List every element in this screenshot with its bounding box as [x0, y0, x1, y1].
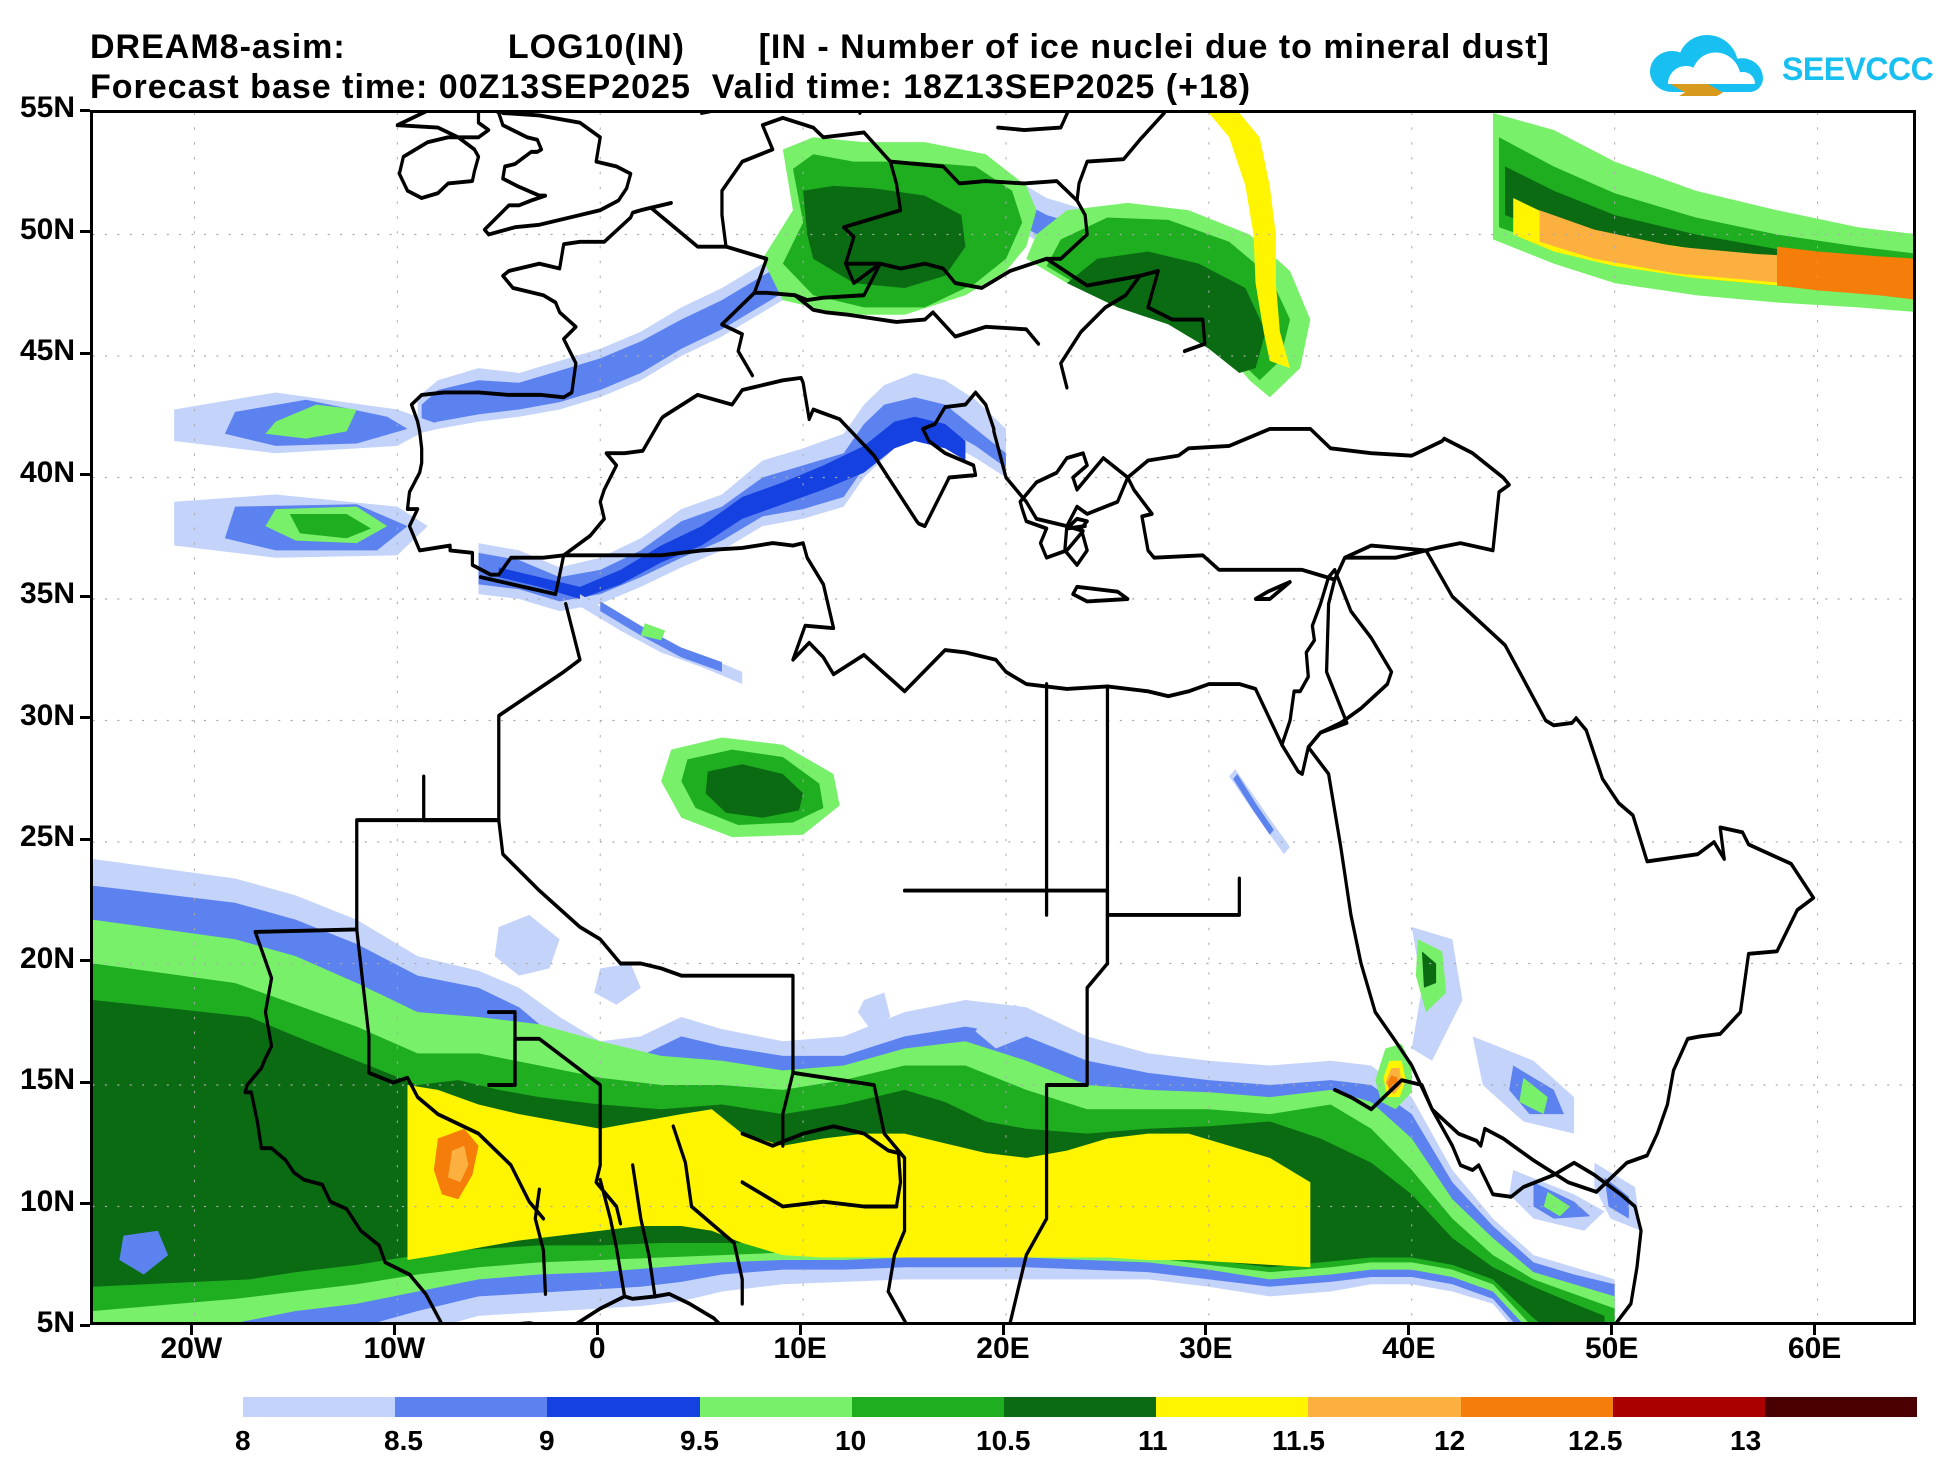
svg-text:SEEVCCC: SEEVCCC — [1782, 51, 1934, 87]
